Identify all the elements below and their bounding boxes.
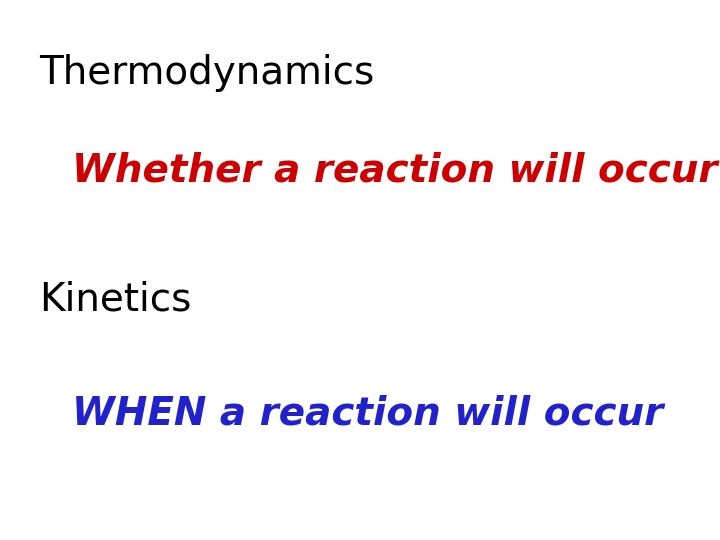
Text: WHEN a reaction will occur: WHEN a reaction will occur (72, 394, 663, 432)
Text: Whether a reaction will occur: Whether a reaction will occur (72, 151, 718, 189)
Text: Kinetics: Kinetics (40, 281, 192, 319)
Text: Thermodynamics: Thermodynamics (40, 54, 375, 92)
